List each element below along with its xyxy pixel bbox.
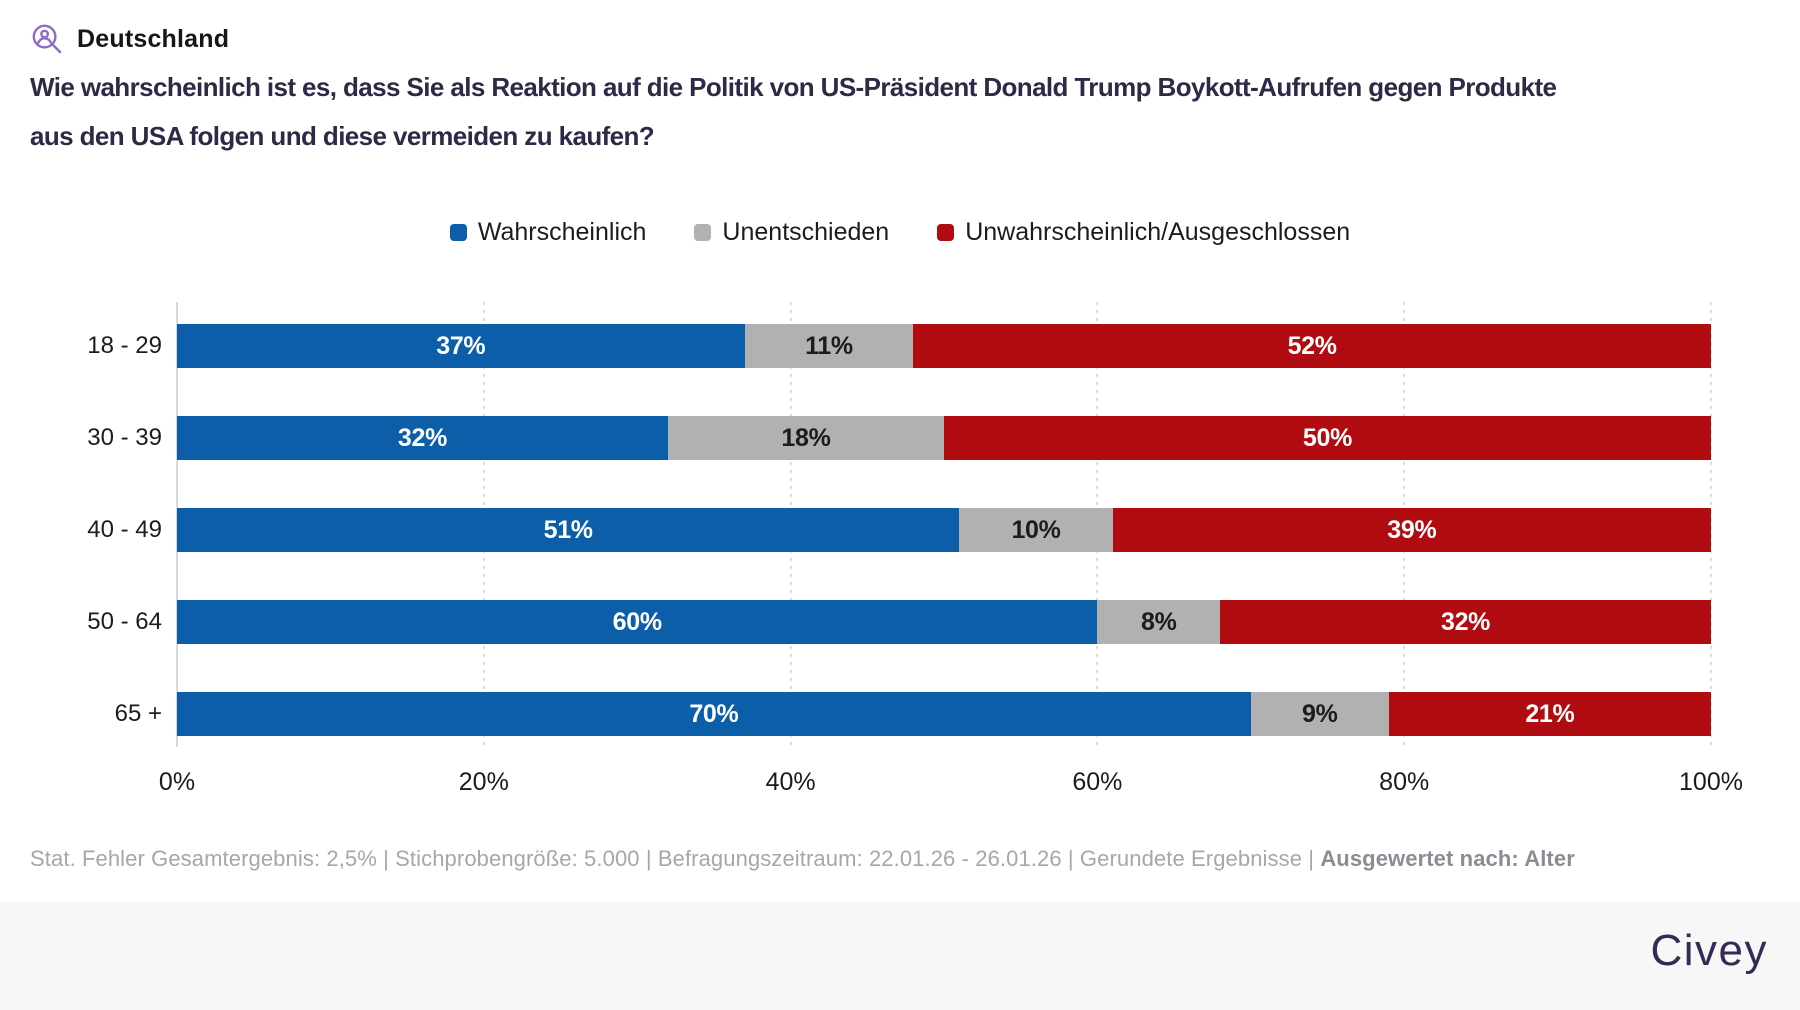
chart-legend: Wahrscheinlich Unentschieden Unwahrscheinl… — [0, 218, 1800, 247]
bar-segment-2[interactable]: 9% — [1250, 692, 1389, 736]
bar-value-label: 37% — [436, 331, 486, 360]
bar-value-label: 60% — [612, 607, 662, 636]
bar-value-label: 70% — [689, 699, 739, 728]
bar-row: 60% 8% 32% — [177, 600, 1711, 644]
bar-value-label: 32% — [1440, 607, 1491, 636]
x-axis-tick: 100% — [1679, 768, 1743, 796]
bar-segment-1[interactable]: 51% — [177, 508, 960, 552]
y-axis-label: 18 - 29 — [87, 332, 162, 359]
region-header: Deutschland — [30, 22, 229, 56]
bar-row: 32% 18% 50% — [177, 416, 1711, 460]
legend-item-2[interactable]: Unentschieden — [694, 218, 889, 247]
bar-segment-1[interactable]: 60% — [177, 600, 1098, 644]
bar-value-label: 32% — [397, 423, 447, 452]
person-search-icon — [30, 22, 64, 56]
y-axis-label: 30 - 39 — [87, 424, 162, 451]
bar-segment-2[interactable]: 18% — [667, 416, 944, 460]
y-axis-label: 50 - 64 — [87, 608, 162, 635]
bar-segment-1[interactable]: 32% — [177, 416, 668, 460]
footer-band: Civey — [0, 902, 1800, 1010]
bar-segment-3[interactable]: 32% — [1220, 600, 1711, 644]
poll-question-line-2: aus den USA folgen und diese vermeiden z… — [30, 121, 655, 151]
y-axis-label: 40 - 49 — [87, 516, 162, 543]
x-axis-tick: 20% — [458, 768, 509, 796]
poll-question-line-1: Wie wahrscheinlich ist es, dass Sie als … — [30, 72, 1557, 102]
x-axis-tick: 60% — [1072, 768, 1123, 796]
x-axis-tick: 0% — [158, 768, 196, 796]
legend-item-1[interactable]: Wahrscheinlich — [449, 218, 647, 247]
bar-value-label: 52% — [1287, 331, 1337, 360]
legend-item-3[interactable]: Unwahrscheinlich/Ausgeschlossen — [937, 218, 1350, 247]
bar-segment-3[interactable]: 39% — [1112, 508, 1711, 552]
bar-segment-2[interactable]: 11% — [744, 324, 914, 368]
legend-label: Unwahrscheinlich/Ausgeschlossen — [965, 218, 1351, 246]
poll-question: Wie wahrscheinlich ist es, dass Sie als … — [30, 63, 1790, 161]
bar-segment-3[interactable]: 50% — [943, 416, 1711, 460]
survey-metadata-evaluated-by: Ausgewertet nach: Alter — [1320, 846, 1575, 871]
bar-segment-1[interactable]: 37% — [177, 324, 745, 368]
region-label: Deutschland — [77, 24, 230, 53]
legend-swatch-icon — [449, 224, 467, 241]
bar-row: 37% 11% 52% — [177, 324, 1711, 368]
bar-segment-3[interactable]: 21% — [1388, 692, 1711, 736]
bar-value-label: 9% — [1302, 699, 1338, 728]
bar-value-label: 18% — [781, 423, 831, 452]
x-axis-tick: 40% — [765, 768, 816, 796]
bar-segment-2[interactable]: 8% — [1097, 600, 1221, 644]
bar-row: 70% 9% 21% — [177, 692, 1711, 736]
gridline — [1710, 302, 1712, 747]
bar-value-label: 39% — [1387, 515, 1437, 544]
bar-value-label: 10% — [1011, 515, 1061, 544]
legend-swatch-icon — [694, 224, 712, 241]
survey-metadata-text: Stat. Fehler Gesamtergebnis: 2,5% | Stic… — [30, 846, 1321, 871]
bar-value-label: 51% — [543, 515, 593, 544]
x-axis-tick: 80% — [1379, 768, 1430, 796]
bar-value-label: 8% — [1140, 607, 1177, 636]
civey-logo: Civey — [1650, 926, 1768, 975]
survey-metadata: Stat. Fehler Gesamtergebnis: 2,5% | Stic… — [30, 846, 1575, 872]
legend-label: Wahrscheinlich — [477, 218, 647, 246]
bar-segment-3[interactable]: 52% — [913, 324, 1711, 368]
bar-value-label: 50% — [1302, 423, 1353, 452]
bar-value-label: 11% — [805, 331, 853, 360]
bar-value-label: 21% — [1525, 699, 1575, 728]
bar-row: 51% 10% 39% — [177, 508, 1711, 552]
stacked-bar-plot: 37% 11% 52% 32% 18% 50% 51% 10% 39% 60% 8% 32% 70% 9%… — [176, 302, 1712, 747]
bar-segment-2[interactable]: 10% — [959, 508, 1113, 552]
bar-segment-1[interactable]: 70% — [177, 692, 1251, 736]
x-axis-ticks: 0% 20% 40% 60% 80% 100% — [159, 768, 1743, 798]
legend-swatch-icon — [937, 224, 955, 241]
legend-label: Unentschieden — [722, 218, 890, 246]
y-axis-label: 65 + — [114, 700, 162, 727]
